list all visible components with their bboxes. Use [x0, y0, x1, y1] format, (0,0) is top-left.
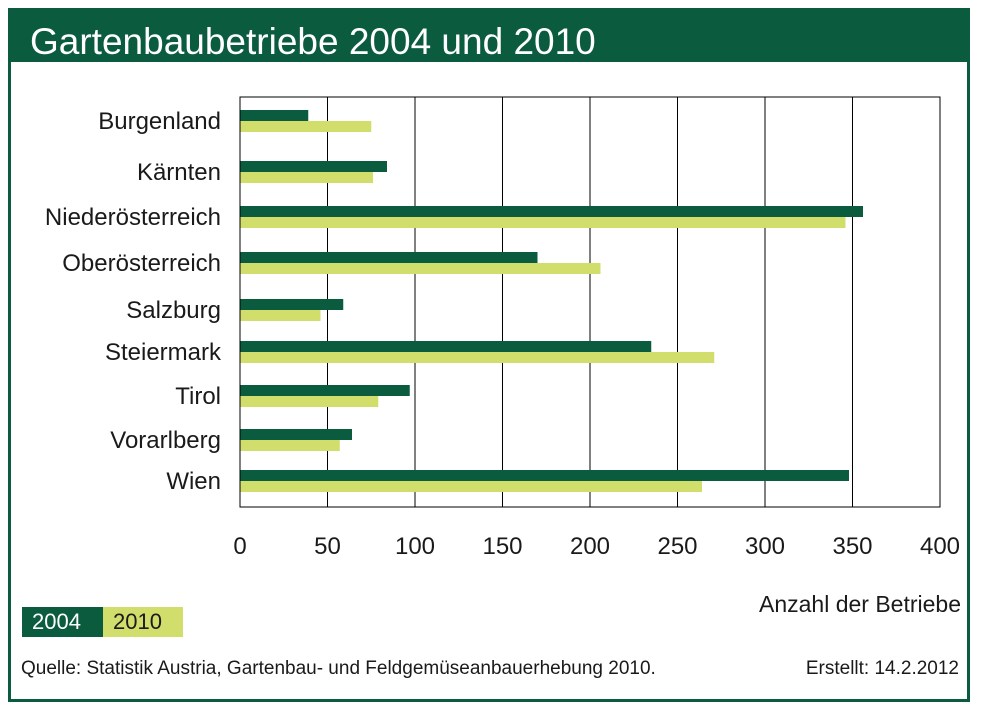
x-tick-label: 100 — [395, 533, 435, 560]
bar-2004 — [240, 252, 538, 263]
title-bar: Gartenbaubetriebe 2004 und 2010 — [8, 8, 970, 62]
category-label: Salzburg — [126, 297, 221, 324]
bar-2004 — [240, 299, 344, 310]
x-tick-label: 400 — [920, 533, 960, 560]
x-tick-label: 50 — [314, 533, 341, 560]
x-tick-label: 200 — [570, 533, 610, 560]
bar-2010 — [240, 440, 340, 451]
bar-2004 — [240, 110, 309, 121]
chart-title: Gartenbaubetriebe 2004 und 2010 — [30, 21, 596, 62]
x-axis-title: Anzahl der Betriebe — [758, 591, 961, 617]
x-tick-label: 150 — [482, 533, 522, 560]
x-tick-label: 0 — [233, 533, 246, 560]
source-note: Quelle: Statistik Austria, Gartenbau- un… — [21, 658, 656, 679]
bar-2004 — [240, 161, 387, 172]
legend-2010: 2010 — [103, 607, 183, 637]
category-label: Niederösterreich — [45, 204, 221, 231]
bar-2010 — [240, 352, 715, 363]
category-label: Vorarlberg — [110, 427, 221, 454]
bar-2010 — [240, 263, 601, 274]
bar-2010 — [240, 396, 379, 407]
bar-2010 — [240, 310, 321, 321]
category-label: Kärnten — [137, 159, 221, 186]
x-tick-label: 250 — [657, 533, 697, 560]
category-label: Oberösterreich — [62, 250, 221, 277]
bar-2004 — [240, 385, 410, 396]
created-date: Erstellt: 14.2.2012 — [805, 658, 959, 679]
category-label: Burgenland — [98, 108, 221, 135]
x-tick-label: 350 — [832, 533, 872, 560]
x-tick-label: 300 — [745, 533, 785, 560]
bar-2004 — [240, 206, 863, 217]
bar-2010 — [240, 172, 373, 183]
category-label: Tirol — [175, 383, 221, 410]
legend-2004: 2004 — [22, 607, 103, 637]
bar-2010 — [240, 481, 702, 492]
bar-2004 — [240, 470, 849, 481]
category-label: Steiermark — [105, 339, 222, 366]
bar-2010 — [240, 217, 846, 228]
bar-2010 — [240, 121, 372, 132]
category-label: Wien — [166, 468, 221, 495]
bar-2004 — [240, 429, 352, 440]
bar-2004 — [240, 341, 652, 352]
